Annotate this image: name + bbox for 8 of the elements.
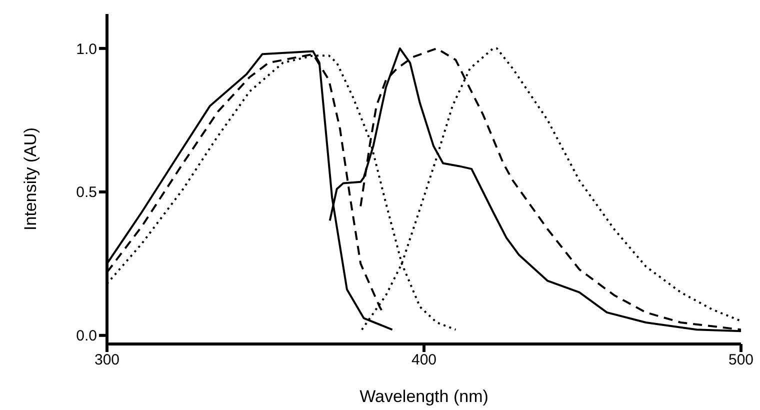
y-tick-label: 0.5 <box>76 184 97 202</box>
x-tick-label: 300 <box>94 352 120 369</box>
x-tick-label: 400 <box>411 352 437 369</box>
x-axis-title: Wavelength (nm) <box>360 387 488 406</box>
y-tick-label: 0.0 <box>76 328 97 345</box>
x-tick-label: 500 <box>728 352 754 369</box>
y-tick-label: 1.0 <box>76 40 97 58</box>
y-axis-title: Intensity (AU) <box>21 128 40 230</box>
